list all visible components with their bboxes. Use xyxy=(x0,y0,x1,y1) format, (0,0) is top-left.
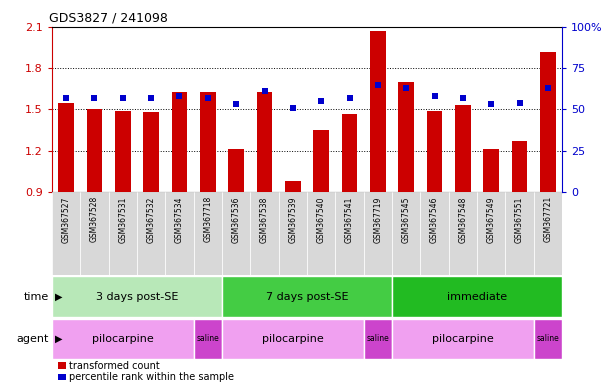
Bar xyxy=(534,319,562,359)
Text: pilocarpine: pilocarpine xyxy=(432,334,494,344)
Bar xyxy=(392,319,534,359)
Bar xyxy=(58,103,74,192)
Text: pilocarpine: pilocarpine xyxy=(92,334,154,344)
Text: time: time xyxy=(24,291,49,302)
Point xyxy=(90,95,100,101)
Text: GSM367538: GSM367538 xyxy=(260,196,269,243)
Text: GSM367531: GSM367531 xyxy=(119,196,127,243)
Text: GSM367534: GSM367534 xyxy=(175,196,184,243)
Point xyxy=(514,100,524,106)
Text: saline: saline xyxy=(536,334,559,343)
Point xyxy=(316,98,326,104)
Text: GSM367527: GSM367527 xyxy=(62,196,71,243)
Bar xyxy=(335,192,364,275)
Bar xyxy=(307,192,335,275)
Point xyxy=(175,93,185,99)
Bar xyxy=(166,192,194,275)
Bar xyxy=(52,192,80,275)
Text: pilocarpine: pilocarpine xyxy=(262,334,324,344)
Text: GSM367721: GSM367721 xyxy=(543,196,552,242)
Point xyxy=(232,101,241,108)
Text: GSM367548: GSM367548 xyxy=(458,196,467,243)
Text: 7 days post-SE: 7 days post-SE xyxy=(266,291,348,302)
Text: ▶: ▶ xyxy=(55,334,62,344)
Bar xyxy=(229,149,244,192)
Text: percentile rank within the sample: percentile rank within the sample xyxy=(69,372,234,382)
Bar xyxy=(80,192,109,275)
Point xyxy=(203,95,213,101)
Bar xyxy=(392,192,420,275)
Text: GSM367541: GSM367541 xyxy=(345,196,354,243)
Bar xyxy=(222,192,251,275)
Bar xyxy=(137,192,166,275)
Point xyxy=(146,95,156,101)
Text: saline: saline xyxy=(197,334,219,343)
Bar xyxy=(477,192,505,275)
Point xyxy=(458,95,468,101)
Bar xyxy=(398,82,414,192)
Bar xyxy=(194,319,222,359)
Bar xyxy=(448,192,477,275)
Bar xyxy=(52,276,222,317)
Point xyxy=(61,95,71,101)
Bar xyxy=(222,319,364,359)
Text: GSM367528: GSM367528 xyxy=(90,196,99,242)
Text: GDS3827 / 241098: GDS3827 / 241098 xyxy=(49,11,168,24)
Point xyxy=(118,95,128,101)
Bar xyxy=(364,319,392,359)
Bar xyxy=(144,112,159,192)
Text: transformed count: transformed count xyxy=(69,361,160,371)
Bar xyxy=(505,192,534,275)
Text: ▶: ▶ xyxy=(55,291,62,302)
Text: 3 days post-SE: 3 days post-SE xyxy=(96,291,178,302)
Point xyxy=(401,85,411,91)
Text: GSM367719: GSM367719 xyxy=(373,196,382,243)
Bar xyxy=(285,181,301,192)
Bar xyxy=(257,91,273,192)
Bar xyxy=(313,130,329,192)
Bar xyxy=(200,91,216,192)
Bar xyxy=(455,105,470,192)
Bar xyxy=(370,31,386,192)
Bar xyxy=(392,276,562,317)
Bar xyxy=(534,192,562,275)
Bar xyxy=(342,114,357,192)
Bar xyxy=(426,111,442,192)
Point xyxy=(345,95,354,101)
Bar xyxy=(222,276,392,317)
Text: GSM367536: GSM367536 xyxy=(232,196,241,243)
Bar xyxy=(52,319,194,359)
Point xyxy=(260,88,269,94)
Point xyxy=(430,93,439,99)
Text: immediate: immediate xyxy=(447,291,507,302)
Text: GSM367539: GSM367539 xyxy=(288,196,298,243)
Bar xyxy=(251,192,279,275)
Bar xyxy=(87,109,102,192)
Point xyxy=(373,82,382,88)
Text: GSM367718: GSM367718 xyxy=(203,196,213,242)
Text: GSM367551: GSM367551 xyxy=(515,196,524,243)
Text: GSM367532: GSM367532 xyxy=(147,196,156,243)
Point xyxy=(288,105,298,111)
Point xyxy=(486,101,496,108)
Point xyxy=(543,85,553,91)
Bar xyxy=(115,111,131,192)
Text: saline: saline xyxy=(367,334,389,343)
Bar xyxy=(279,192,307,275)
Text: GSM367546: GSM367546 xyxy=(430,196,439,243)
Bar xyxy=(109,192,137,275)
Bar xyxy=(172,91,188,192)
Text: GSM367540: GSM367540 xyxy=(316,196,326,243)
Bar xyxy=(512,141,527,192)
Bar xyxy=(540,52,556,192)
Text: GSM367545: GSM367545 xyxy=(401,196,411,243)
Bar xyxy=(364,192,392,275)
Bar xyxy=(420,192,448,275)
Bar xyxy=(483,149,499,192)
Bar xyxy=(194,192,222,275)
Text: GSM367549: GSM367549 xyxy=(487,196,496,243)
Text: agent: agent xyxy=(16,334,49,344)
